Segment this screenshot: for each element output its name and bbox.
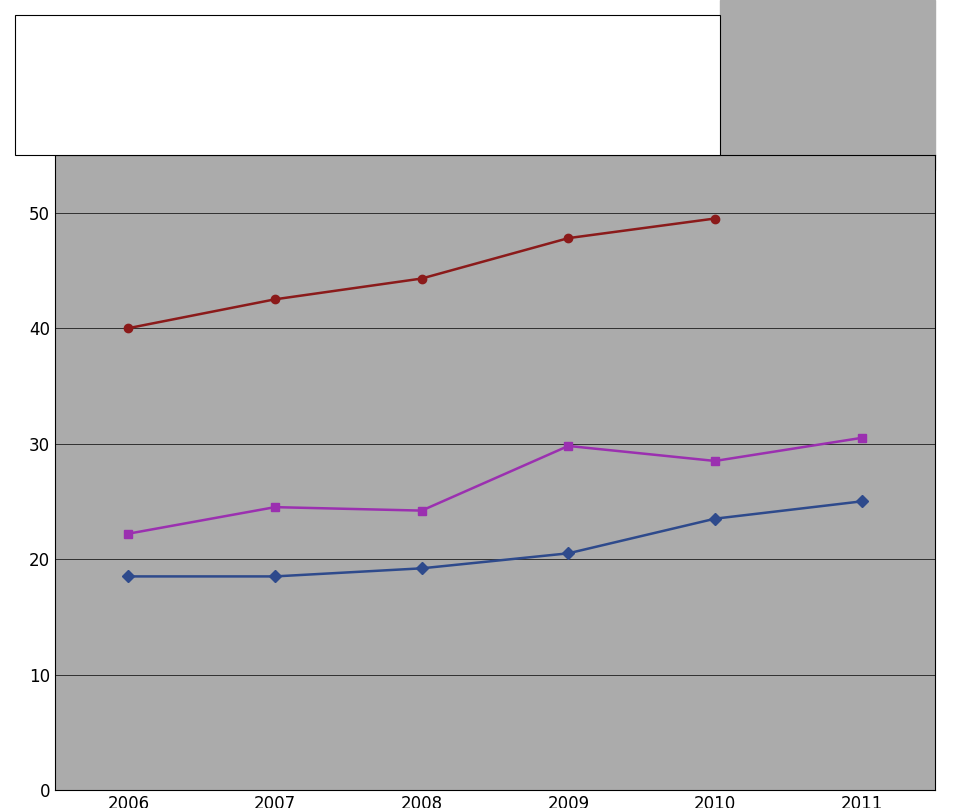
Legend: AKU, NTU, Folkhälsoenkäten: AKU, NTU, Folkhälsoenkäten: [63, 27, 541, 84]
